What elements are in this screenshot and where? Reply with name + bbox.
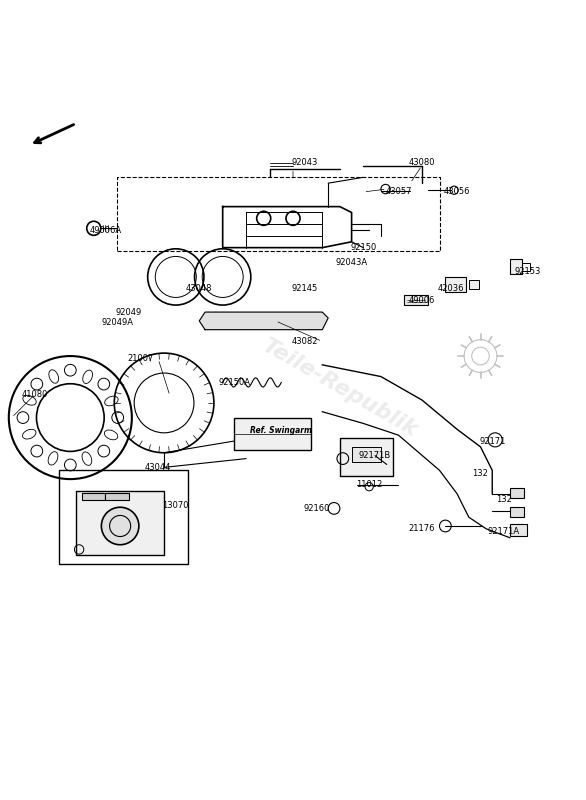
Polygon shape [199, 312, 328, 330]
Text: 11012: 11012 [356, 481, 382, 490]
Bar [82, 493, 105, 500]
Text: 41080: 41080 [22, 390, 49, 398]
Text: 43082: 43082 [291, 337, 318, 346]
Text: 49006A: 49006A [90, 226, 121, 234]
Text: 43044: 43044 [145, 463, 172, 472]
Bar [445, 277, 466, 291]
Bar [234, 418, 311, 450]
Bar [522, 263, 530, 271]
Circle shape [87, 222, 101, 235]
Text: 42036: 42036 [438, 284, 465, 293]
Text: 49006: 49006 [408, 296, 435, 305]
Bar [510, 524, 527, 536]
Bar [510, 506, 524, 517]
Bar [510, 259, 522, 274]
Text: 132: 132 [496, 495, 512, 504]
Text: 92171: 92171 [479, 437, 506, 446]
Text: 92153: 92153 [514, 266, 541, 275]
Text: 92145: 92145 [292, 284, 318, 293]
Text: 92160: 92160 [303, 504, 330, 513]
Bar [105, 493, 129, 500]
Bar [352, 447, 381, 462]
Text: 43057: 43057 [385, 187, 412, 197]
Bar [404, 294, 428, 305]
Bar [76, 491, 164, 555]
Text: 92043A: 92043A [336, 258, 367, 266]
Text: 92049: 92049 [116, 307, 142, 317]
Text: 43056: 43056 [444, 187, 471, 197]
Text: 132: 132 [472, 469, 489, 478]
Text: 92171B: 92171B [359, 451, 391, 460]
Bar [340, 438, 393, 476]
Text: 21007: 21007 [127, 354, 154, 363]
Bar [469, 280, 479, 289]
Text: 92171A: 92171A [488, 527, 520, 536]
Text: Ref. Swingarm: Ref. Swingarm [250, 426, 312, 435]
Text: 92150A: 92150A [219, 378, 250, 387]
Text: 21176: 21176 [408, 525, 435, 534]
Text: Teile-Republik: Teile-Republik [259, 336, 421, 441]
Text: 92049A: 92049A [101, 318, 133, 327]
Circle shape [101, 507, 139, 545]
Text: 92150: 92150 [350, 243, 376, 252]
Bar [510, 488, 524, 498]
Bar [59, 470, 188, 564]
Text: 43048: 43048 [186, 284, 213, 293]
Text: 43080: 43080 [408, 158, 435, 167]
Text: 92043: 92043 [291, 158, 318, 167]
Text: 13070: 13070 [162, 501, 189, 510]
